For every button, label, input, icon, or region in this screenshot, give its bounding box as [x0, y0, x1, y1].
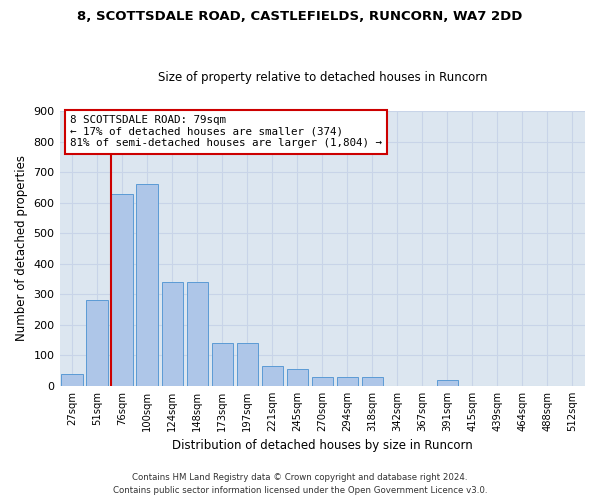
Text: Contains HM Land Registry data © Crown copyright and database right 2024.
Contai: Contains HM Land Registry data © Crown c…	[113, 474, 487, 495]
Y-axis label: Number of detached properties: Number of detached properties	[15, 156, 28, 342]
Bar	[112, 194, 133, 386]
Text: 8 SCOTTSDALE ROAD: 79sqm
← 17% of detached houses are smaller (374)
81% of semi-: 8 SCOTTSDALE ROAD: 79sqm ← 17% of detach…	[70, 115, 382, 148]
Bar	[287, 369, 308, 386]
Bar	[337, 377, 358, 386]
Bar	[136, 184, 158, 386]
Bar	[262, 366, 283, 386]
Bar	[236, 343, 258, 386]
Bar	[437, 380, 458, 386]
X-axis label: Distribution of detached houses by size in Runcorn: Distribution of detached houses by size …	[172, 440, 473, 452]
Bar	[187, 282, 208, 386]
Bar	[61, 374, 83, 386]
Bar	[86, 300, 108, 386]
Bar	[362, 377, 383, 386]
Title: Size of property relative to detached houses in Runcorn: Size of property relative to detached ho…	[158, 70, 487, 84]
Bar	[212, 343, 233, 386]
Bar	[311, 377, 333, 386]
Bar	[161, 282, 183, 386]
Text: 8, SCOTTSDALE ROAD, CASTLEFIELDS, RUNCORN, WA7 2DD: 8, SCOTTSDALE ROAD, CASTLEFIELDS, RUNCOR…	[77, 10, 523, 23]
